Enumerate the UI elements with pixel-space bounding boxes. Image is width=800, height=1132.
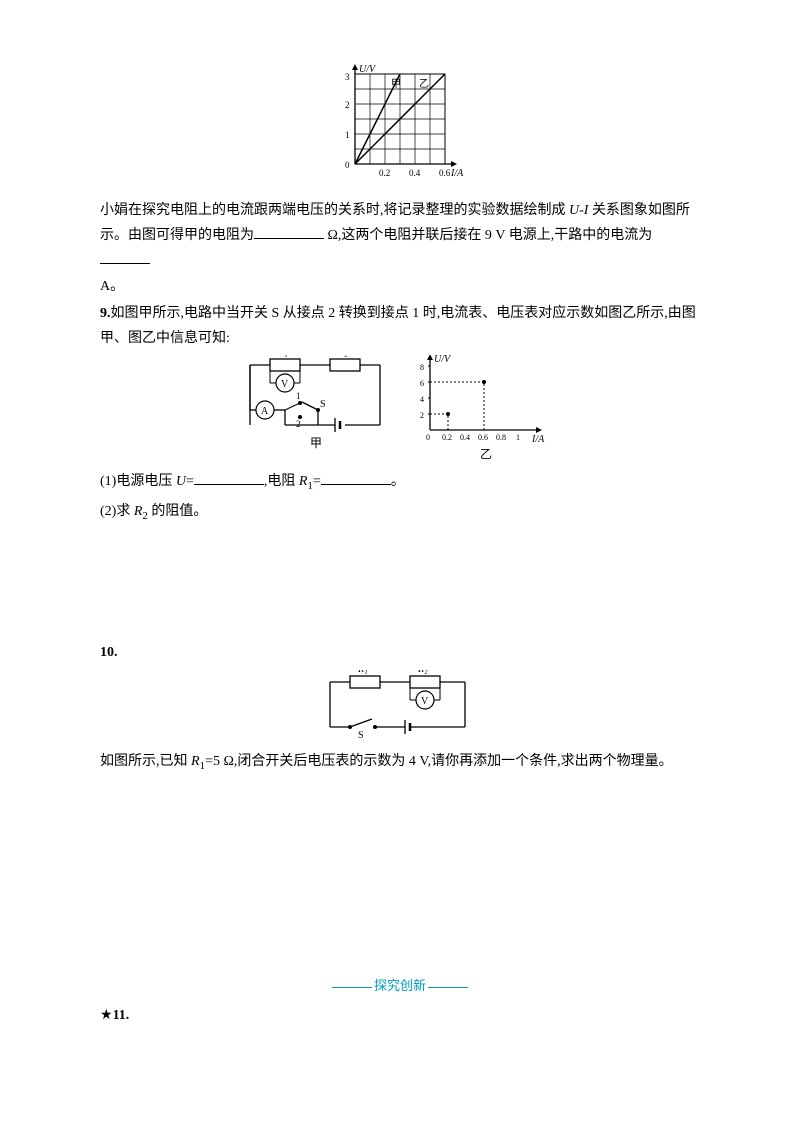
svg-text:R₂: R₂ [337, 355, 348, 358]
svg-text:1: 1 [296, 391, 301, 401]
line-label-yi: 乙 [419, 78, 429, 90]
chart1-ylabel: U/V [359, 64, 377, 75]
svg-text:V: V [421, 696, 429, 707]
section-divider: 探究创新 [100, 974, 700, 997]
q8-ui: U-I [569, 203, 588, 218]
q9-caption-yi: 乙 [480, 447, 492, 461]
svg-text:0.4: 0.4 [409, 168, 421, 178]
blank-4[interactable] [321, 470, 391, 485]
q8-u2: A。 [100, 279, 124, 294]
svg-text:0.8: 0.8 [496, 433, 506, 442]
svg-text:6: 6 [420, 379, 424, 388]
svg-text:R₂: R₂ [417, 670, 428, 675]
divider-label: 探究创新 [374, 978, 426, 993]
svg-text:0: 0 [426, 433, 430, 442]
svg-text:2: 2 [296, 419, 301, 429]
q8-a: 小娟在探究电阻上的电流跟两端电压的关系时,将记录整理的实验数据绘制成 [100, 203, 569, 218]
svg-text:2: 2 [345, 100, 350, 110]
blank-1[interactable] [254, 224, 324, 239]
chart1-container: 甲 乙 U/V I/A 0 1 2 3 0.2 0.4 0.6 [100, 64, 700, 194]
blank-2[interactable] [100, 249, 150, 264]
divider-line-left [332, 987, 372, 988]
svg-text:A: A [261, 406, 269, 417]
svg-text:R₁: R₁ [357, 670, 368, 675]
svg-text:S: S [320, 399, 326, 410]
svg-text:0.4: 0.4 [460, 433, 470, 442]
q10-text: 如图所示,已知 R1=5 Ω,闭合开关后电压表的示数为 4 V,请你再添加一个条… [100, 749, 700, 777]
svg-text:8: 8 [420, 363, 424, 372]
q9-caption-jia: 甲 [310, 436, 322, 450]
svg-text:1: 1 [345, 130, 350, 140]
svg-text:S: S [358, 730, 364, 741]
q9-part1: (1)电源电压 U=,电阻 R1=。 [100, 469, 700, 497]
q9-text: 如图甲所示,电路中当开关 S 从接点 2 转换到接点 1 时,电流表、电压表对应… [100, 306, 696, 346]
chart1-xlabel: I/A [450, 168, 464, 179]
q9-num: 9. [100, 306, 111, 321]
q10-svg: R₁ R₂ V S [315, 670, 485, 745]
q10-num: 10. [100, 640, 700, 665]
svg-text:4: 4 [420, 395, 424, 404]
svg-text:I/A: I/A [531, 434, 545, 445]
svg-text:0.2: 0.2 [379, 168, 390, 178]
svg-text:R₁: R₁ [277, 355, 288, 358]
svg-text:3: 3 [345, 72, 350, 82]
blank-3[interactable] [194, 470, 264, 485]
svg-text:U/V: U/V [434, 355, 452, 365]
q9-svg: R₁ R₂ V A 1 2 S [240, 355, 560, 465]
line-label-jia: 甲 [391, 79, 401, 90]
workspace-2 [100, 778, 700, 958]
q9-diagrams: R₁ R₂ V A 1 2 S [100, 355, 700, 465]
svg-text:0.6: 0.6 [478, 433, 488, 442]
q9-stem: 9.如图甲所示,电路中当开关 S 从接点 2 转换到接点 1 时,电流表、电压表… [100, 301, 700, 351]
svg-text:V: V [281, 379, 289, 390]
q10-diagram: R₁ R₂ V S [100, 670, 700, 745]
svg-text:0: 0 [345, 160, 350, 170]
q8-u1: Ω,这两个电阻并联后接在 9 V 电源上,干路中的电流为 [324, 228, 652, 243]
svg-text:0.6: 0.6 [439, 168, 451, 178]
chart1-svg: 甲 乙 U/V I/A 0 1 2 3 0.2 0.4 0.6 [325, 64, 475, 194]
q11-num: ★11. [100, 1003, 700, 1028]
divider-line-right [428, 987, 468, 988]
workspace-1 [100, 528, 700, 638]
q8-text: 小娟在探究电阻上的电流跟两端电压的关系时,将记录整理的实验数据绘制成 U-I 关… [100, 198, 700, 299]
svg-text:0.2: 0.2 [442, 433, 452, 442]
q9-part2: (2)求 R2 的阻值。 [100, 499, 700, 527]
svg-text:1: 1 [516, 433, 520, 442]
svg-text:2: 2 [420, 411, 424, 420]
